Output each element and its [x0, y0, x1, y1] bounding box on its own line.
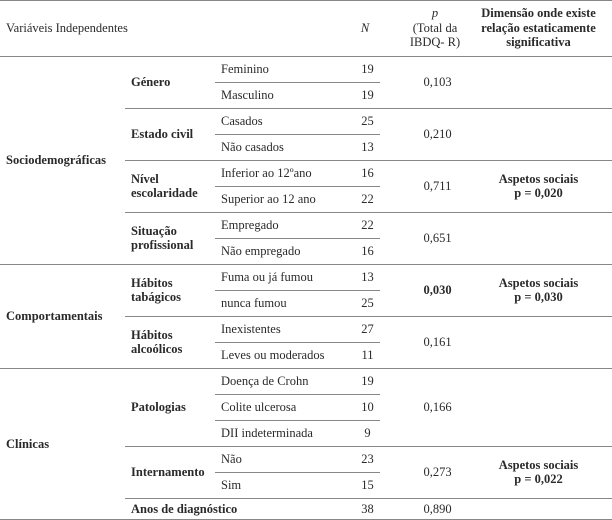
- rule: [215, 342, 380, 343]
- category: Não: [221, 451, 242, 466]
- p-value: 0,711: [423, 178, 452, 193]
- category: Inexistentes: [221, 321, 281, 336]
- n-value: 19: [361, 61, 374, 76]
- rule: [215, 472, 380, 473]
- dimension: Aspetos sociais p = 0,022: [465, 446, 612, 498]
- header-p: p (Total da IBDQ- R): [400, 0, 470, 56]
- category: Feminino: [221, 61, 269, 76]
- category: Sim: [221, 477, 242, 492]
- rule: [215, 186, 380, 187]
- text-line: relação estaticamente: [481, 20, 596, 35]
- category: Colite ulcerosa: [221, 399, 297, 414]
- rule: [125, 446, 612, 447]
- subgroup-label: Estado civil: [131, 126, 194, 141]
- category: Casados: [221, 113, 263, 128]
- rule: [125, 160, 612, 161]
- subgroup-label: Situação profissional: [131, 223, 194, 252]
- category: Empregado: [221, 217, 279, 232]
- subgroup-label: Patologias: [131, 399, 186, 414]
- rule: [125, 108, 612, 109]
- rule: [215, 394, 380, 395]
- n-value: 23: [361, 451, 374, 466]
- rule: [215, 420, 380, 421]
- category: Superior ao 12 ano: [221, 191, 316, 206]
- group-label: Clínicas: [6, 436, 50, 451]
- n-value: 25: [361, 113, 374, 128]
- rule: [215, 238, 380, 239]
- n-value: 38: [361, 501, 374, 516]
- dimension: Aspetos sociais p = 0,030: [465, 264, 612, 316]
- text-line: IBDQ- R): [409, 35, 461, 50]
- p-value: 0,030: [423, 282, 452, 297]
- n-value: 13: [361, 139, 374, 154]
- dimension: Aspetos sociais p = 0,020: [465, 160, 612, 212]
- n-value: 19: [361, 373, 374, 388]
- n-value: 15: [361, 477, 374, 492]
- p-value: 0,161: [423, 334, 452, 349]
- p-value: 0,273: [423, 464, 452, 479]
- rule: [125, 498, 612, 499]
- p-value: 0,103: [423, 74, 452, 89]
- text-line: Aspetos sociais: [498, 275, 579, 290]
- text-line: Dimensão onde existe: [481, 6, 596, 21]
- rule: [125, 316, 612, 317]
- category: Inferior ao 12ºano: [221, 165, 312, 180]
- p-value: 0,890: [423, 501, 452, 516]
- p-value: 0,210: [423, 126, 452, 141]
- header-variables: Variáveis Independentes: [6, 20, 128, 35]
- group-label: Sociodemográficas: [6, 152, 106, 167]
- n-value: 22: [361, 217, 374, 232]
- category: Não empregado: [221, 243, 301, 258]
- text-line: significativa: [506, 35, 571, 50]
- n-value: 16: [361, 165, 374, 180]
- n-value: 11: [361, 347, 374, 362]
- subgroup-label: Nível escolaridade: [131, 171, 198, 200]
- n-value: 25: [361, 295, 374, 310]
- text-line: Aspetos sociais: [498, 171, 579, 186]
- text-line: p: [431, 6, 439, 21]
- category: Não casados: [221, 139, 284, 154]
- text-line: p = 0,022: [514, 472, 563, 486]
- n-value: 27: [361, 321, 374, 336]
- text-line: Aspetos sociais: [498, 457, 579, 472]
- category: Doença de Crohn: [221, 373, 309, 388]
- group-label: Comportamentais: [6, 308, 103, 323]
- n-value: 10: [361, 399, 374, 414]
- rule: [215, 134, 380, 135]
- header-dimension: Dimensão onde existe relação estaticament…: [465, 0, 612, 56]
- rule: [0, 56, 612, 57]
- n-value: 9: [364, 425, 371, 440]
- category: Masculino: [221, 87, 274, 102]
- rule: [215, 82, 380, 83]
- rule: [215, 290, 380, 291]
- text-line: p = 0,030: [514, 290, 563, 304]
- p-value: 0,651: [423, 230, 452, 245]
- rule: [0, 368, 612, 369]
- rule: [0, 264, 612, 265]
- subgroup-label: Género: [131, 74, 171, 89]
- category: nunca fumou: [221, 295, 287, 310]
- subgroup-label: Internamento: [131, 464, 205, 479]
- category: Fuma ou já fumou: [221, 269, 314, 284]
- text-line: p = 0,020: [514, 186, 563, 200]
- n-value: 19: [361, 87, 374, 102]
- category: Leves ou moderados: [221, 347, 325, 362]
- subgroup-label: Hábitos alcoólicos: [131, 327, 183, 356]
- header-n: N: [360, 20, 370, 35]
- subgroup-label: Anos de diagnóstico: [131, 501, 238, 516]
- n-value: 16: [361, 243, 374, 258]
- p-value: 0,166: [423, 399, 452, 414]
- n-value: 13: [361, 269, 374, 284]
- rule: [0, 0, 612, 1]
- text-line: (Total da: [412, 20, 458, 35]
- subgroup-label: Hábitos tabágicos: [131, 275, 181, 304]
- n-value: 22: [361, 191, 374, 206]
- rule: [125, 212, 612, 213]
- category: DII indeterminada: [221, 425, 313, 440]
